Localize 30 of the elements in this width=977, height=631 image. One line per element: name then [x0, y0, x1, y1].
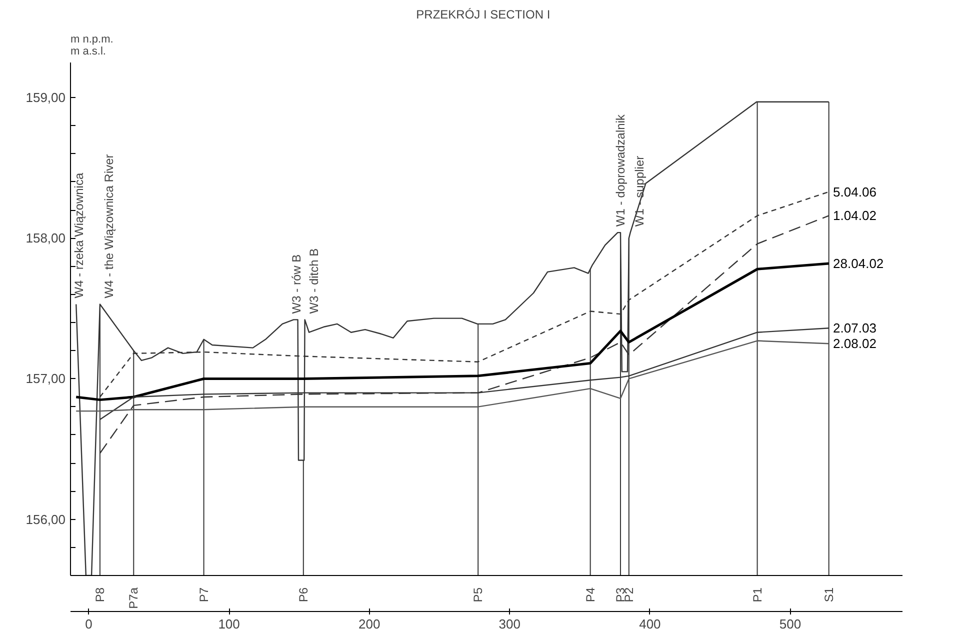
- x-tick-label: 0: [85, 616, 92, 631]
- x-tick-label: 500: [779, 616, 802, 631]
- ref-line-label: P8: [92, 587, 107, 602]
- annotation: W4 - the Wiązownica River: [102, 154, 116, 298]
- annotation: W4 - rzeka Wiązownica: [72, 172, 86, 298]
- ref-line-label: P1: [750, 587, 764, 602]
- series-label: 1.04.02: [833, 208, 876, 224]
- ref-line-label: P7: [196, 587, 211, 602]
- y-tick-label: 156,00: [26, 512, 66, 527]
- ref-line-label: P4: [583, 587, 598, 602]
- annotation: W3 - rów B: [290, 254, 304, 314]
- ref-line-label: P6: [296, 587, 310, 602]
- series-label: 2.08.02: [833, 336, 876, 352]
- series-label: 28.04.02: [833, 256, 884, 271]
- y-axis-title: m n.p.m. m a.s.l.: [70, 34, 114, 58]
- y-tick-label: 158,00: [26, 230, 66, 246]
- annotation: W3 - ditch B: [306, 248, 321, 314]
- ref-line-label: S1: [822, 587, 836, 602]
- x-tick-label: 300: [498, 616, 521, 631]
- y-tick-label: 157,00: [26, 371, 66, 386]
- x-tick-label: 100: [218, 616, 240, 631]
- annotation: W1 - doprowadzalnik: [614, 114, 628, 227]
- chart-title: PRZEKRÓJ I SECTION I: [416, 8, 550, 22]
- ref-line-label: P5: [471, 587, 486, 602]
- series-label: 2.07.03: [833, 320, 876, 336]
- series-label: 5.04.06: [833, 184, 876, 200]
- x-tick-label: 200: [358, 616, 380, 631]
- y-tick-label: 159,00: [26, 90, 66, 106]
- x-tick-label: 400: [639, 616, 661, 631]
- ref-line-label: P7a: [126, 587, 141, 609]
